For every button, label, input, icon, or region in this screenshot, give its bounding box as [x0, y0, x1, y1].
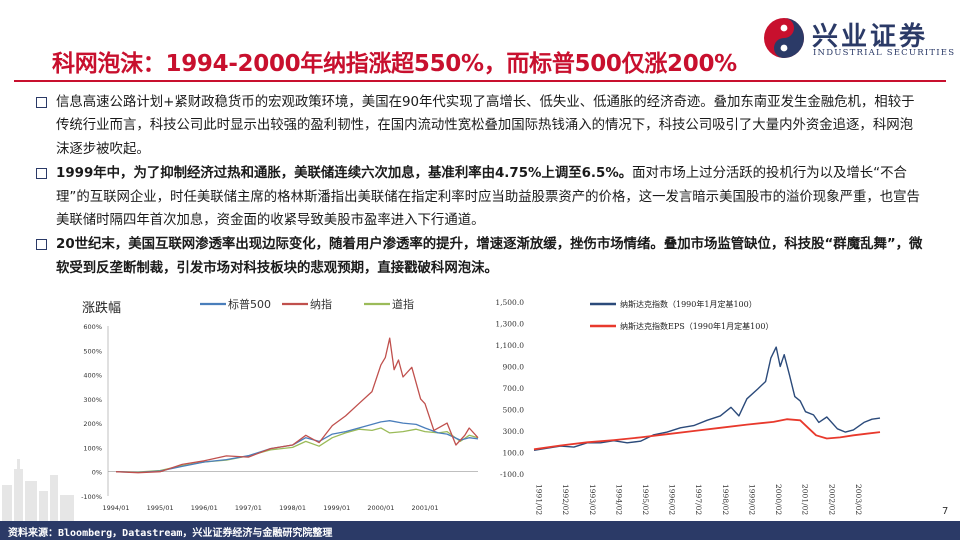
nasdaq-line — [115, 337, 479, 474]
y-tick-label: 600% — [83, 323, 102, 331]
y-tick-label: 500.0 — [503, 406, 525, 415]
dow-line — [115, 427, 479, 473]
bullet-square-icon — [36, 168, 47, 180]
page-number: 7 — [942, 506, 949, 517]
slide-title: 科网泡沫：1994-2000年纳指涨超550%，而标普500仅涨200% — [52, 51, 737, 77]
legend-label: 标普500 — [228, 297, 271, 311]
x-tick-label: 2001/01 — [412, 504, 439, 512]
x-tick-group: 2001/02 — [801, 484, 810, 515]
logo-name-cn: 兴业证券 — [812, 22, 929, 52]
y-tick-label: 100% — [83, 444, 102, 452]
logo-mark-icon — [764, 18, 804, 58]
x-tick-group: 1992/02 — [561, 484, 570, 515]
bullet-3-strong: 20世纪末，美国互联网渗透率出现边际变化，随着用户渗透率的提升，增速逐渐放缓，挫… — [56, 237, 923, 276]
x-tick-label: 2000/01 — [367, 504, 394, 512]
y-tick-label: 700.0 — [503, 384, 525, 393]
x-tick-group: 1998/02 — [721, 484, 730, 515]
sp500-line — [115, 420, 479, 474]
x-tick-label: 1995/01 — [147, 504, 174, 512]
bullet-square-icon — [36, 239, 47, 251]
x-tick-group: 1994/02 — [614, 484, 623, 515]
x-tick-label: 1995/02 — [641, 484, 650, 515]
chart-background — [490, 290, 890, 518]
x-tick-group: 1991/02 — [535, 484, 544, 515]
x-tick-group: 2003/02 — [854, 484, 863, 515]
y-tick-label: 200% — [83, 420, 102, 428]
x-tick-group: 1995/02 — [641, 484, 650, 515]
source-text: 资料来源：Bloomberg，Datastream，兴业证券经济与金融研究院整理 — [8, 528, 333, 539]
x-tick-label: 1998/02 — [721, 484, 730, 515]
bullet-item-3: 20世纪末，美国互联网渗透率出现边际变化，随着用户渗透率的提升，增速逐渐放缓，挫… — [36, 233, 924, 280]
performance-chart: 涨跌幅 600% 500% 400% 300% 200% 100% 0% -100%1994/0… — [81, 297, 479, 512]
logo-name-en: INDUSTRIAL SECURITIES — [813, 48, 956, 58]
chart-title: 涨跌幅 — [82, 300, 121, 316]
x-tick-label: 1991/02 — [535, 484, 544, 515]
nasdaq-eps-line — [533, 418, 881, 451]
x-tick-label: 2002/02 — [827, 484, 836, 515]
y-tick-label: 500% — [83, 347, 102, 355]
x-tick-group: 1997/02 — [694, 484, 703, 515]
source-bar: 资料来源：Bloomberg，Datastream，兴业证券经济与金融研究院整理 — [0, 521, 960, 540]
y-tick-label: 1,300.0 — [495, 320, 524, 329]
y-tick-label: 0% — [92, 469, 102, 477]
x-tick-label: 1996/02 — [668, 484, 677, 515]
y-tick-label: 400% — [83, 372, 102, 380]
legend-label: 纳指 — [310, 297, 332, 311]
x-tick-label: 1997/01 — [235, 504, 262, 512]
y-tick-label: 1,500.0 — [495, 298, 524, 307]
y-tick-label: -100.0 — [500, 470, 524, 479]
y-tick-label: 300.0 — [503, 427, 525, 436]
x-tick-label: 1994/01 — [102, 504, 129, 512]
bullet-1-text: 信息高速公路计划+紧财政稳货币的宏观政策环境，美国在90年代实现了高增长、低失业… — [56, 95, 915, 157]
x-tick-label: 2003/02 — [854, 484, 863, 515]
y-tick-label: 900.0 — [503, 363, 525, 372]
x-tick-label: 2000/02 — [774, 484, 783, 515]
company-logo: 兴业证券 INDUSTRIAL SECURITIES — [762, 14, 956, 70]
y-tick-label: 1,100.0 — [495, 341, 524, 350]
bullet-square-icon — [36, 97, 47, 108]
bullet-item-2: 1999年中，为了抑制经济过热和通胀，美联储连续六次加息，基准利率由4.75%上… — [36, 162, 924, 232]
x-tick-label: 1994/02 — [614, 484, 623, 515]
legend-label: 纳斯达克指数（1990年1月定基100） — [620, 299, 757, 309]
title-divider — [14, 80, 946, 82]
city-skyline-decoration — [2, 459, 74, 521]
legend-label: 道指 — [392, 297, 414, 311]
y-tick-label: 300% — [83, 396, 102, 404]
x-tick-group: 1999/02 — [748, 484, 757, 515]
x-tick-label: 1999/01 — [323, 504, 350, 512]
x-tick-label: 1993/02 — [588, 484, 597, 515]
x-tick-group: 1996/02 — [668, 484, 677, 515]
y-tick-label: 100.0 — [503, 449, 525, 458]
bullet-2-text: 面对市场上过分活跃的投机行为以及增长“不合理”的互联网企业，时任美联储主席的格林… — [56, 166, 920, 229]
x-tick-label: 1999/02 — [748, 484, 757, 515]
legend-label: 纳斯达克指数EPS（1990年1月定基100） — [620, 321, 773, 331]
x-tick-label: 2001/02 — [801, 484, 810, 515]
x-tick-label: 1998/01 — [279, 504, 306, 512]
bullet-item-1: 信息高速公路计划+紧财政稳货币的宏观政策环境，美国在90年代实现了高增长、低失业… — [36, 91, 924, 161]
x-tick-label: 1997/02 — [694, 484, 703, 515]
bullet-list: 信息高速公路计划+紧财政稳货币的宏观政策环境，美国在90年代实现了高增长、低失业… — [36, 91, 924, 281]
x-tick-label: 1992/02 — [561, 484, 570, 515]
x-tick-group: 2000/02 — [774, 484, 783, 515]
bullet-2-strong: 1999年中，为了抑制经济过热和通胀，美联储连续六次加息，基准利率由4.75%上… — [56, 166, 633, 182]
x-tick-label: 1996/01 — [191, 504, 218, 512]
x-tick-group: 1993/02 — [588, 484, 597, 515]
y-tick-label: -100% — [81, 493, 102, 501]
x-tick-group: 2002/02 — [827, 484, 836, 515]
nasdaq-eps-chart: 1,500.0 1,300.0 1,100.0 900.0 700.0 500.0 300.… — [490, 290, 890, 518]
